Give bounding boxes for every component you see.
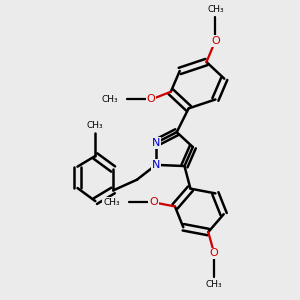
Text: O: O xyxy=(210,248,219,258)
Text: CH₃: CH₃ xyxy=(87,121,104,130)
Text: CH₃: CH₃ xyxy=(102,95,119,104)
Text: N: N xyxy=(152,138,160,148)
Text: CH₃: CH₃ xyxy=(103,198,120,207)
Text: CH₃: CH₃ xyxy=(207,5,224,14)
Text: CH₃: CH₃ xyxy=(206,280,223,289)
Text: N: N xyxy=(152,160,160,170)
Text: O: O xyxy=(147,94,156,104)
Text: O: O xyxy=(149,197,158,207)
Text: O: O xyxy=(211,36,220,46)
